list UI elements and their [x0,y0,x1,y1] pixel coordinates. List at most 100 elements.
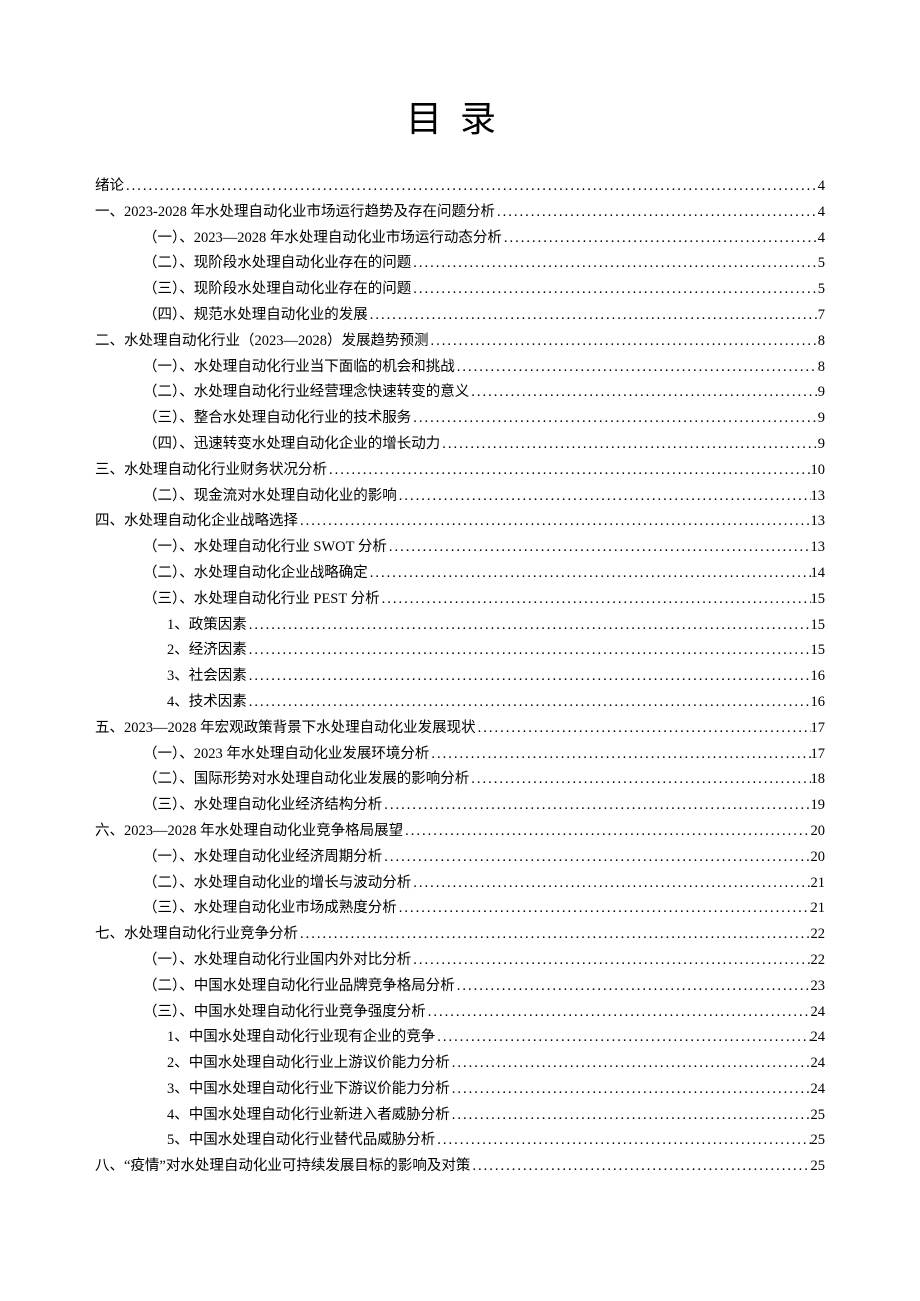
toc-entry[interactable]: （一）、2023 年水处理自动化业发展环境分析17 [95,742,825,768]
toc-entry-page: 25 [811,1103,826,1129]
toc-entry-label: 3、社会因素 [167,664,247,690]
toc-entry[interactable]: （一）、水处理自动化行业国内外对比分析 22 [95,948,825,974]
toc-entry[interactable]: （一）、2023—2028 年水处理自动化业市场运行动态分析4 [95,226,825,252]
toc-leader-dots [387,535,811,561]
toc-entry[interactable]: （三）、水处理自动化行业 PEST 分析15 [95,587,825,613]
toc-entry[interactable]: 3、社会因素16 [95,664,825,690]
toc-entry-page: 18 [811,767,826,793]
toc-leader-dots [435,1025,810,1051]
toc-entry[interactable]: 八、“疫情”对水处理自动化业可持续发展目标的影响及对策25 [95,1154,825,1180]
toc-entry-label: （三）、中国水处理自动化行业竞争强度分析 [143,1000,426,1026]
toc-entry[interactable]: 1、政策因素15 [95,613,825,639]
toc-entry[interactable]: （三）、水处理自动化业经济结构分析19 [95,793,825,819]
toc-entry[interactable]: 4、中国水处理自动化行业新进入者威胁分析 25 [95,1103,825,1129]
toc-leader-dots [380,587,811,613]
toc-entry[interactable]: （二）、现金流对水处理自动化业的影响 13 [95,484,825,510]
toc-entry-page: 24 [811,1000,826,1026]
toc-entry[interactable]: 1、中国水处理自动化行业现有企业的竞争24 [95,1025,825,1051]
toc-entry[interactable]: （一）、水处理自动化业经济周期分析20 [95,845,825,871]
toc-entry-label: （三）、水处理自动化业经济结构分析 [143,793,382,819]
toc-entry-page: 4 [818,226,825,252]
toc-leader-dots [411,251,818,277]
toc-entry[interactable]: 四、水处理自动化企业战略选择13 [95,509,825,535]
toc-entry-page: 20 [811,845,826,871]
toc-entry-label: （二）、国际形势对水处理自动化业发展的影响分析 [143,767,469,793]
toc-entry-label: 四、水处理自动化企业战略选择 [95,509,298,535]
toc-entry-page: 9 [818,380,825,406]
toc-leader-dots [411,277,818,303]
toc-entry-label: （一）、水处理自动化行业国内外对比分析 [143,948,411,974]
toc-entry[interactable]: （二）、水处理自动化企业战略确定14 [95,561,825,587]
toc-entry-label: （二）、水处理自动化行业经营理念快速转变的意义 [143,380,469,406]
toc-leader-dots [403,819,810,845]
toc-entry[interactable]: 六、2023—2028 年水处理自动化业竞争格局展望20 [95,819,825,845]
toc-entry[interactable]: 五、2023—2028 年宏观政策背景下水处理自动化业发展现状17 [95,716,825,742]
toc-entry[interactable]: （三）、现阶段水处理自动化业存在的问题5 [95,277,825,303]
toc-entry[interactable]: 绪论4 [95,174,825,200]
toc-entry[interactable]: 3、中国水处理自动化行业下游议价能力分析24 [95,1077,825,1103]
toc-entry-page: 22 [811,948,826,974]
toc-entry[interactable]: （一）、水处理自动化行业当下面临的机会和挑战8 [95,355,825,381]
toc-entry-label: （二）、现金流对水处理自动化业的影响 [143,484,397,510]
toc-entry-label: （四）、迅速转变水处理自动化企业的增长动力 [143,432,440,458]
toc-entry[interactable]: （三）、整合水处理自动化行业的技术服务9 [95,406,825,432]
toc-entry[interactable]: 4、技术因素16 [95,690,825,716]
toc-entry-label: （二）、现阶段水处理自动化业存在的问题 [143,251,411,277]
toc-leader-dots [411,406,818,432]
toc-leader-dots [455,355,818,381]
toc-entry-label: 八、“疫情”对水处理自动化业可持续发展目标的影响及对策 [95,1154,470,1180]
toc-entry[interactable]: （四）、规范水处理自动化业的发展7 [95,303,825,329]
toc-entry-page: 15 [811,613,826,639]
toc-leader-dots [247,638,811,664]
toc-entry-page: 24 [811,1051,826,1077]
toc-entry[interactable]: （二）、水处理自动化业的增长与波动分析 21 [95,871,825,897]
toc-entry-label: 五、2023—2028 年宏观政策背景下水处理自动化业发展现状 [95,716,476,742]
toc-entry-label: （三）、水处理自动化业市场成熟度分析 [143,896,397,922]
toc-entry-label: 5、中国水处理自动化行业替代品威胁分析 [167,1128,435,1154]
toc-entry[interactable]: （二）、中国水处理自动化行业品牌竞争格局分析23 [95,974,825,1000]
toc-entry-page: 13 [811,484,826,510]
toc-entry[interactable]: （二）、国际形势对水处理自动化业发展的影响分析 18 [95,767,825,793]
toc-entry[interactable]: 5、中国水处理自动化行业替代品威胁分析25 [95,1128,825,1154]
toc-entry[interactable]: 一、2023-2028 年水处理自动化业市场运行趋势及存在问题分析4 [95,200,825,226]
toc-entry[interactable]: 二、水处理自动化行业（2023—2028）发展趋势预测8 [95,329,825,355]
toc-entry[interactable]: 七、水处理自动化行业竞争分析22 [95,922,825,948]
toc-leader-dots [450,1103,811,1129]
toc-leader-dots [450,1051,811,1077]
toc-leader-dots [327,458,811,484]
toc-entry-page: 15 [811,587,826,613]
toc-entry[interactable]: （二）、现阶段水处理自动化业存在的问题5 [95,251,825,277]
toc-entry[interactable]: 2、经济因素15 [95,638,825,664]
toc-leader-dots [495,200,818,226]
toc-entry-label: （二）、水处理自动化企业战略确定 [143,561,368,587]
toc-entry-page: 9 [818,432,825,458]
toc-entry-label: 4、中国水处理自动化行业新进入者威胁分析 [167,1103,450,1129]
toc-leader-dots [397,484,811,510]
toc-entry-page: 24 [811,1077,826,1103]
toc-leader-dots [382,845,810,871]
table-of-contents: 绪论4一、2023-2028 年水处理自动化业市场运行趋势及存在问题分析4（一）… [95,174,825,1180]
toc-entry-page: 9 [818,406,825,432]
toc-entry-label: （四）、规范水处理自动化业的发展 [143,303,368,329]
toc-leader-dots [368,561,811,587]
toc-entry[interactable]: （三）、中国水处理自动化行业竞争强度分析 24 [95,1000,825,1026]
toc-entry[interactable]: 2、中国水处理自动化行业上游议价能力分析 24 [95,1051,825,1077]
toc-leader-dots [368,303,818,329]
toc-leader-dots [247,613,811,639]
toc-leader-dots [455,974,811,1000]
toc-entry-label: 六、2023—2028 年水处理自动化业竞争格局展望 [95,819,403,845]
toc-entry-page: 21 [811,871,826,897]
toc-leader-dots [469,380,818,406]
toc-entry[interactable]: （二）、水处理自动化行业经营理念快速转变的意义 9 [95,380,825,406]
toc-leader-dots [429,329,818,355]
toc-entry[interactable]: 三、水处理自动化行业财务状况分析10 [95,458,825,484]
toc-leader-dots [298,922,811,948]
toc-entry[interactable]: （三）、水处理自动化业市场成熟度分析21 [95,896,825,922]
toc-entry-page: 15 [811,638,826,664]
toc-entry-label: 2、中国水处理自动化行业上游议价能力分析 [167,1051,450,1077]
toc-entry[interactable]: （一）、水处理自动化行业 SWOT 分析13 [95,535,825,561]
toc-entry[interactable]: （四）、迅速转变水处理自动化企业的增长动力 9 [95,432,825,458]
toc-entry-label: 一、2023-2028 年水处理自动化业市场运行趋势及存在问题分析 [95,200,495,226]
toc-entry-label: （二）、中国水处理自动化行业品牌竞争格局分析 [143,974,455,1000]
toc-entry-label: （二）、水处理自动化业的增长与波动分析 [143,871,411,897]
